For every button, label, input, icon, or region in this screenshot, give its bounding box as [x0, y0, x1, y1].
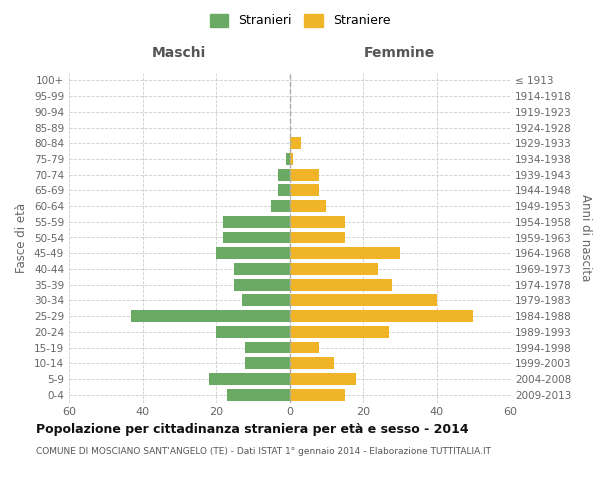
Bar [290, 263, 378, 275]
Bar [290, 184, 319, 196]
Bar [242, 294, 290, 306]
Text: Femmine: Femmine [364, 46, 436, 60]
Text: Maschi: Maschi [152, 46, 206, 60]
Bar [227, 389, 290, 400]
Bar [209, 373, 290, 385]
Text: COMUNE DI MOSCIANO SANT'ANGELO (TE) - Dati ISTAT 1° gennaio 2014 - Elaborazione : COMUNE DI MOSCIANO SANT'ANGELO (TE) - Da… [36, 448, 491, 456]
Bar [271, 200, 290, 212]
Bar [290, 153, 293, 165]
Y-axis label: Anni di nascita: Anni di nascita [578, 194, 592, 281]
Bar [245, 358, 290, 369]
Bar [278, 169, 290, 180]
Bar [290, 248, 400, 259]
Bar [235, 279, 290, 290]
Bar [223, 232, 290, 243]
Bar [290, 279, 392, 290]
Bar [290, 294, 437, 306]
Bar [286, 153, 290, 165]
Bar [290, 200, 326, 212]
Bar [290, 216, 344, 228]
Bar [131, 310, 290, 322]
Bar [223, 216, 290, 228]
Bar [216, 326, 290, 338]
Bar [290, 358, 334, 369]
Bar [290, 310, 473, 322]
Bar [290, 326, 389, 338]
Bar [245, 342, 290, 353]
Bar [235, 263, 290, 275]
Legend: Stranieri, Straniere: Stranieri, Straniere [205, 8, 395, 32]
Bar [216, 248, 290, 259]
Bar [290, 169, 319, 180]
Bar [290, 342, 319, 353]
Bar [290, 138, 301, 149]
Y-axis label: Fasce di età: Fasce di età [16, 202, 28, 272]
Bar [290, 389, 344, 400]
Bar [290, 232, 344, 243]
Bar [290, 373, 356, 385]
Bar [278, 184, 290, 196]
Text: Popolazione per cittadinanza straniera per età e sesso - 2014: Popolazione per cittadinanza straniera p… [36, 422, 469, 436]
